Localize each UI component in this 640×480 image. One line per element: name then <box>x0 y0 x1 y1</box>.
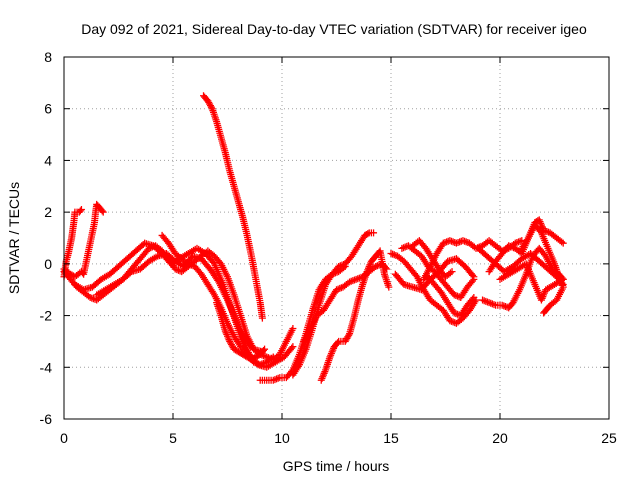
series-arc-10 <box>289 262 349 379</box>
y-tick-label: -4 <box>40 359 53 375</box>
series-arc-8 <box>213 299 269 364</box>
data-point <box>470 273 478 281</box>
x-tick-label: 0 <box>60 430 68 446</box>
x-axis-label: GPS time / hours <box>283 458 390 474</box>
data-point <box>76 207 84 215</box>
data-point <box>259 346 267 354</box>
data-point <box>385 283 393 291</box>
series-arc-7 <box>200 92 266 322</box>
series-arc-17 <box>424 273 478 320</box>
x-tick-label: 5 <box>169 430 177 446</box>
y-tick-label: 4 <box>44 152 52 168</box>
grid <box>64 57 609 419</box>
data-point <box>341 262 349 270</box>
series-arc-13 <box>387 250 480 327</box>
chart-title: Day 092 of 2021, Sidereal Day-to-day VTE… <box>81 21 587 37</box>
data-point <box>289 325 297 332</box>
y-tick-label: 6 <box>44 101 52 117</box>
data-point <box>334 339 342 347</box>
data-point <box>289 343 297 351</box>
y-tick-label: -6 <box>40 411 53 427</box>
data-point <box>364 230 372 238</box>
data-point <box>448 268 456 276</box>
series-arc-22 <box>496 260 567 304</box>
data-point <box>541 308 549 316</box>
data-point <box>288 344 296 352</box>
data-point <box>258 314 266 322</box>
data-point <box>261 345 269 353</box>
data-point <box>469 271 477 279</box>
data-point <box>99 208 107 216</box>
data-point <box>77 206 85 214</box>
data-point <box>340 264 348 272</box>
series-arc-23 <box>518 221 567 317</box>
data-point <box>558 238 566 246</box>
data-points <box>60 92 567 384</box>
data-point <box>269 353 277 361</box>
y-tick-label: 0 <box>44 256 52 272</box>
data-point <box>345 331 353 339</box>
plot-frame <box>63 56 610 420</box>
series-arc-2 <box>60 200 107 281</box>
x-tick-label: 25 <box>601 430 617 446</box>
data-point <box>98 207 106 215</box>
y-axis-label: SDTVAR / TECUs <box>6 182 22 294</box>
x-tick-label: 20 <box>492 430 508 446</box>
data-point <box>559 239 567 247</box>
data-point <box>370 229 378 237</box>
data-point <box>446 269 454 277</box>
data-point <box>540 309 548 317</box>
series-arc-5 <box>93 250 266 356</box>
x-tick-label: 10 <box>274 430 290 446</box>
y-tick-label: -2 <box>40 308 53 324</box>
series-arc-12 <box>317 247 393 384</box>
y-tick-label: 2 <box>44 204 52 220</box>
axes: 0 5 10 15 20 25 -6 -4 -2 0 2 4 6 8 <box>40 49 617 446</box>
x-tick-label: 15 <box>383 430 399 446</box>
data-point <box>470 293 478 301</box>
data-point <box>469 295 477 303</box>
data-point <box>207 103 215 111</box>
data-point <box>268 354 276 362</box>
y-tick-label: 8 <box>44 49 52 65</box>
